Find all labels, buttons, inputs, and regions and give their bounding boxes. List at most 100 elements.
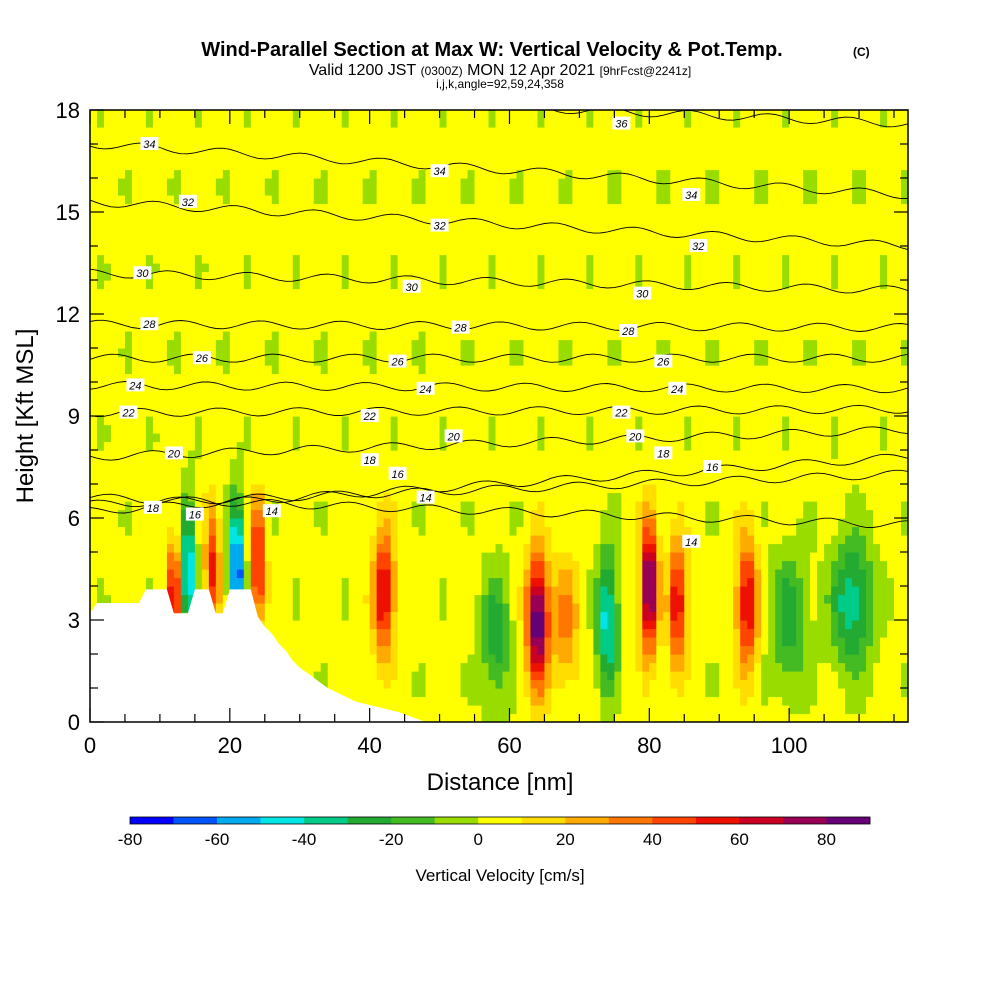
velocity-cell — [96, 118, 105, 128]
velocity-cell — [215, 501, 224, 511]
velocity-cell — [348, 152, 357, 162]
velocity-cell — [320, 373, 329, 383]
velocity-cell — [173, 263, 182, 273]
velocity-cell — [537, 620, 546, 630]
velocity-cell — [418, 186, 427, 196]
velocity-cell — [187, 382, 196, 392]
velocity-cell — [292, 178, 301, 188]
velocity-cell — [502, 144, 511, 154]
velocity-cell — [264, 611, 273, 621]
velocity-cell — [117, 441, 126, 451]
velocity-cell — [516, 611, 525, 621]
velocity-cell — [523, 705, 532, 715]
velocity-cell — [425, 237, 434, 247]
velocity-cell — [551, 314, 560, 324]
velocity-cell — [264, 382, 273, 392]
velocity-cell — [271, 569, 280, 579]
velocity-cell — [145, 203, 154, 213]
velocity-cell — [278, 271, 287, 281]
velocity-cell — [432, 365, 441, 375]
velocity-cell — [215, 161, 224, 171]
velocity-cell — [460, 118, 469, 128]
velocity-cell — [544, 237, 553, 247]
velocity-cell — [425, 144, 434, 154]
velocity-cell — [152, 569, 161, 579]
velocity-cell — [201, 203, 210, 213]
velocity-cell — [299, 390, 308, 400]
velocity-cell — [96, 254, 105, 264]
velocity-cell — [488, 314, 497, 324]
velocity-cell — [481, 679, 490, 689]
velocity-cell — [551, 399, 560, 409]
velocity-cell — [313, 645, 322, 655]
velocity-cell — [278, 535, 287, 545]
velocity-cell — [187, 526, 196, 536]
velocity-cell — [355, 560, 364, 570]
velocity-cell — [250, 475, 259, 485]
velocity-cell — [159, 314, 168, 324]
velocity-cell — [474, 552, 483, 562]
velocity-cell — [537, 458, 546, 468]
velocity-cell — [236, 475, 245, 485]
velocity-cell — [495, 331, 504, 341]
velocity-cell — [432, 679, 441, 689]
velocity-cell — [215, 586, 224, 596]
velocity-cell — [152, 492, 161, 502]
velocity-cell — [124, 297, 133, 307]
velocity-cell — [341, 467, 350, 477]
velocity-cell — [250, 407, 259, 417]
velocity-cell — [271, 586, 280, 596]
velocity-cell — [215, 535, 224, 545]
velocity-cell — [138, 450, 147, 460]
velocity-cell — [229, 492, 238, 502]
velocity-cell — [145, 356, 154, 366]
velocity-cell — [341, 288, 350, 298]
velocity-cell — [313, 628, 322, 638]
velocity-cell — [537, 475, 546, 485]
velocity-cell — [257, 501, 266, 511]
velocity-cell — [376, 152, 385, 162]
velocity-cell — [530, 424, 539, 434]
velocity-cell — [131, 475, 140, 485]
velocity-cell — [537, 628, 546, 638]
velocity-cell — [222, 280, 231, 290]
velocity-cell — [418, 645, 427, 655]
velocity-cell — [334, 484, 343, 494]
velocity-cell — [390, 645, 399, 655]
velocity-cell — [327, 441, 336, 451]
velocity-cell — [320, 203, 329, 213]
velocity-cell — [558, 484, 567, 494]
velocity-cell — [558, 195, 567, 205]
velocity-cell — [250, 416, 259, 426]
velocity-cell — [243, 246, 252, 256]
velocity-cell — [558, 220, 567, 230]
velocity-cell — [474, 288, 483, 298]
velocity-cell — [257, 152, 266, 162]
velocity-cell — [376, 509, 385, 519]
chart-subtitle2: i,j,k,angle=92,59,24,358 — [436, 77, 564, 91]
velocity-cell — [222, 195, 231, 205]
velocity-cell — [159, 450, 168, 460]
velocity-cell — [96, 135, 105, 145]
velocity-cell — [145, 577, 154, 587]
velocity-cell — [292, 356, 301, 366]
velocity-cell — [516, 552, 525, 562]
velocity-cell — [243, 441, 252, 451]
velocity-cell — [495, 271, 504, 281]
velocity-cell — [495, 594, 504, 604]
velocity-cell — [320, 620, 329, 630]
velocity-cell — [411, 424, 420, 434]
velocity-cell — [187, 135, 196, 145]
velocity-cell — [215, 433, 224, 443]
velocity-cell — [320, 331, 329, 341]
velocity-cell — [383, 254, 392, 264]
velocity-cell — [530, 399, 539, 409]
velocity-cell — [425, 331, 434, 341]
velocity-cell — [418, 475, 427, 485]
velocity-cell — [117, 399, 126, 409]
velocity-cell — [124, 271, 133, 281]
velocity-cell — [215, 297, 224, 307]
velocity-cell — [187, 110, 196, 120]
velocity-cell — [131, 518, 140, 528]
velocity-cell — [418, 356, 427, 366]
